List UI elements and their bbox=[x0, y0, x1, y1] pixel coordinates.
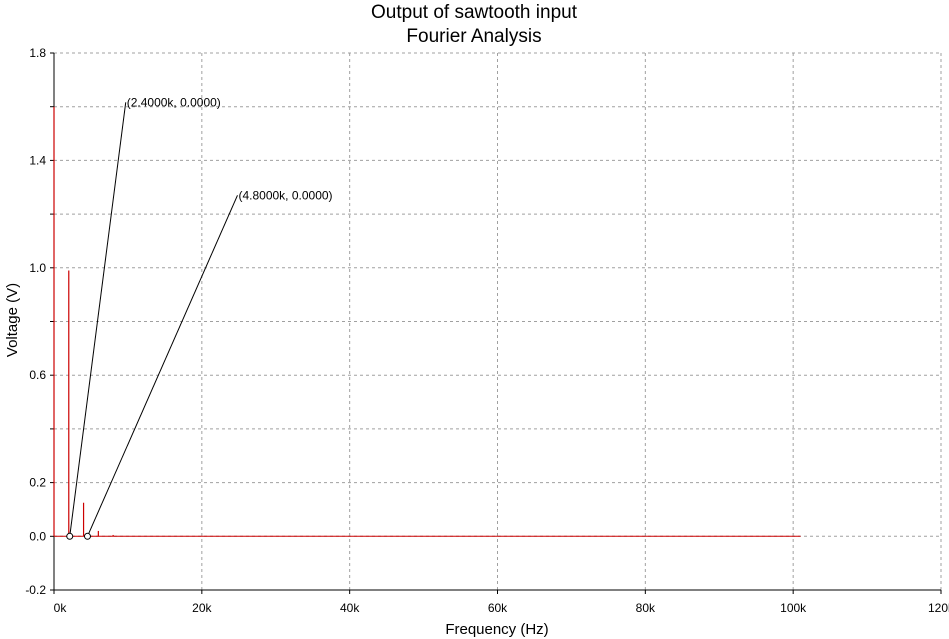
x-tick-label: 100k bbox=[780, 601, 807, 615]
annotation-leader bbox=[87, 195, 238, 537]
y-axis-label: Voltage (V) bbox=[4, 283, 21, 357]
y-tick-label: 0.6 bbox=[29, 368, 46, 382]
annotation-label: (4.8000k, 0.0000) bbox=[238, 188, 332, 202]
annotation-marker bbox=[83, 532, 91, 540]
cursor-annotations: (2.4000k, 0.0000) (4.8000k, 0.0000) bbox=[66, 95, 333, 540]
grid-lines bbox=[54, 52, 942, 591]
spectrum-bars bbox=[53, 106, 801, 537]
y-tick-label: 1.4 bbox=[29, 153, 46, 167]
y-tick-label: 1.8 bbox=[29, 46, 46, 60]
x-tick-label: 20k bbox=[192, 601, 212, 615]
chart-subtitle: Fourier Analysis bbox=[406, 26, 541, 47]
x-tick-label: 0k bbox=[54, 601, 68, 615]
y-tick-label: -0.2 bbox=[25, 583, 46, 597]
axes bbox=[50, 52, 942, 594]
x-tick-label: 80k bbox=[636, 601, 656, 615]
x-tick-label: 60k bbox=[488, 601, 508, 615]
x-tick-label: 120k bbox=[928, 601, 949, 615]
y-tick-label: 1.0 bbox=[29, 261, 46, 275]
tick-labels: 1.8 1.4 1.0 0.6 0.2 0.0 -0.2 0k 20k 40k 60k 80k 100k… bbox=[25, 46, 949, 615]
y-tick-label: 0.0 bbox=[29, 529, 46, 543]
chart-title: Output of sawtooth input bbox=[371, 2, 578, 23]
x-axis-label: Frequency (Hz) bbox=[445, 621, 548, 638]
y-tick-label: 0.2 bbox=[29, 476, 46, 490]
annotation-marker bbox=[66, 532, 74, 540]
annotation-label: (2.4000k, 0.0000) bbox=[127, 95, 221, 109]
annotation-leader bbox=[69, 102, 127, 537]
x-tick-label: 40k bbox=[340, 601, 360, 615]
